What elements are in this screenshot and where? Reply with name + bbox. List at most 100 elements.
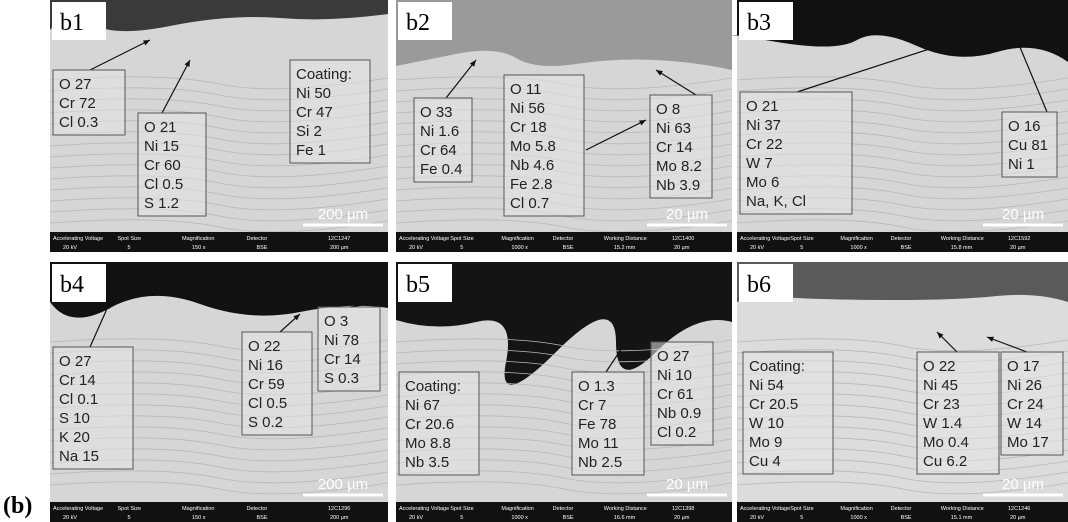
annotation-text: Coating:: [296, 66, 352, 83]
info-header: Detector: [553, 506, 574, 512]
info-header: Working Distance: [604, 236, 647, 242]
info-value: BSE: [257, 245, 268, 251]
annotation-text: O 33: [420, 104, 453, 121]
annotation-text: S 1.2: [144, 195, 179, 212]
annotation-text: O 16: [1008, 118, 1041, 135]
info-value: 15.2 mm: [614, 245, 636, 251]
info-value: 20 kV: [63, 245, 77, 251]
annotation-text: Fe 1: [296, 142, 326, 159]
panel-label: b4: [60, 272, 84, 298]
info-value: 150 x: [192, 515, 206, 521]
annotation-text: Ni 45: [923, 377, 958, 394]
annotation-text: Cu 4: [749, 453, 781, 470]
annotation-text: Cr 14: [656, 139, 693, 156]
panel-label: b5: [406, 272, 430, 298]
panel-label: b3: [747, 10, 771, 36]
annotation-text: Ni 10: [657, 367, 692, 384]
annotation-text: Ni 1: [1008, 156, 1035, 173]
annotation-text: Cr 64: [420, 142, 457, 159]
micrograph-panel: Accelerating Voltage20 kVSpot Size5Magni…: [50, 0, 388, 252]
info-id: 12C1398: [672, 506, 694, 512]
annotation-text: Ni 56: [510, 100, 545, 117]
annotation-text: O 22: [248, 338, 281, 355]
info-header: Working Distance: [604, 506, 647, 512]
info-header: Spot Size: [450, 236, 474, 242]
annotation-text: Cr 20.5: [749, 396, 798, 413]
info-value: 5: [128, 245, 131, 251]
annotation-text: Mo 17: [1007, 434, 1049, 451]
annotation-text: Na 15: [59, 448, 99, 465]
annotation-text: O 27: [59, 353, 92, 370]
info-id: 12C1400: [672, 236, 694, 242]
annotation-text: Cl 0.5: [144, 176, 183, 193]
annotation-text: Cl 0.7: [510, 195, 549, 212]
annotation-text: Cr 20.6: [405, 416, 454, 433]
info-header: Spot Size: [790, 506, 814, 512]
annotation-text: Cr 18: [510, 119, 547, 136]
micrograph-panel: Accelerating Voltage20 kVSpot Size5Magni…: [50, 262, 388, 522]
annotation-text: Fe 78: [578, 416, 616, 433]
info-header: Detector: [247, 236, 268, 242]
annotation-text: Ni 16: [248, 357, 283, 374]
annotation-text: O 21: [144, 119, 177, 136]
annotation-text: K 20: [59, 429, 90, 446]
info-value: 16.6 mm: [614, 515, 636, 521]
panel-label: b2: [406, 10, 430, 36]
info-header: Detector: [891, 506, 912, 512]
annotation-text: Cr 61: [657, 386, 694, 403]
annotation-text: W 10: [749, 415, 784, 432]
info-header: Magnification: [501, 236, 533, 242]
info-value: 5: [460, 515, 463, 521]
annotation-text: W 14: [1007, 415, 1042, 432]
scale-label: 20 µm: [1002, 476, 1044, 493]
annotation-text: Ni 50: [296, 85, 331, 102]
info-header: Working Distance: [941, 506, 984, 512]
annotation-text: O 21: [746, 98, 779, 115]
annotation-text: Mo 5.8: [510, 138, 556, 155]
annotation-text: O 17: [1007, 358, 1040, 375]
micrograph-panel: Accelerating Voltage20 kVSpot Size5Magni…: [737, 262, 1068, 522]
annotation-text: Mo 8.2: [656, 158, 702, 175]
info-value: 5: [128, 515, 131, 521]
annotation-text: Si 2: [296, 123, 322, 140]
info-id: 12C1592: [1008, 236, 1030, 242]
info-value: BSE: [563, 515, 574, 521]
info-header: Magnification: [840, 236, 872, 242]
annotation-text: Cr 47: [296, 104, 333, 121]
annotation-text: Cl 0.2: [657, 424, 696, 441]
info-bar-length: 20 µm: [1010, 245, 1026, 251]
info-header: Accelerating Voltage: [53, 236, 103, 242]
annotation-text: Cr 22: [746, 136, 783, 153]
scale-label: 20 µm: [1002, 206, 1044, 223]
annotation-text: O 1.3: [578, 378, 615, 395]
info-header: Magnification: [182, 236, 214, 242]
annotation-text: O 3: [324, 313, 348, 330]
annotation-text: Nb 4.6: [510, 157, 554, 174]
annotation-text: Nb 0.9: [657, 405, 701, 422]
panel-label: b6: [747, 272, 771, 298]
annotation-text: O 8: [656, 101, 680, 118]
annotation-text: Cu 6.2: [923, 453, 967, 470]
info-bar-length: 200 µm: [330, 245, 349, 251]
info-value: 1000 x: [511, 245, 528, 251]
info-value: 5: [460, 245, 463, 251]
annotation-text: Mo 11: [578, 435, 619, 452]
annotation-text: S 0.2: [248, 414, 283, 431]
info-header: Magnification: [182, 506, 214, 512]
micrograph-panel: Accelerating Voltage20 kVSpot Size5Magni…: [396, 262, 732, 522]
annotation-text: O 11: [510, 81, 541, 98]
scale-label: 200 µm: [318, 206, 368, 223]
annotation-text: Cr 60: [144, 157, 181, 174]
info-header: Accelerating Voltage: [740, 236, 790, 242]
info-value: 20 kV: [63, 515, 77, 521]
info-value: BSE: [901, 515, 912, 521]
annotation-text: Cl 0.1: [59, 391, 98, 408]
info-header: Detector: [891, 236, 912, 242]
annotation-text: Ni 78: [324, 332, 359, 349]
annotation-text: Nb 3.5: [405, 454, 449, 471]
annotation-text: Fe 0.4: [420, 161, 463, 178]
annotation-text: Nb 2.5: [578, 454, 622, 471]
info-header: Accelerating Voltage: [399, 506, 449, 512]
info-bar-length: 200 µm: [330, 515, 349, 521]
